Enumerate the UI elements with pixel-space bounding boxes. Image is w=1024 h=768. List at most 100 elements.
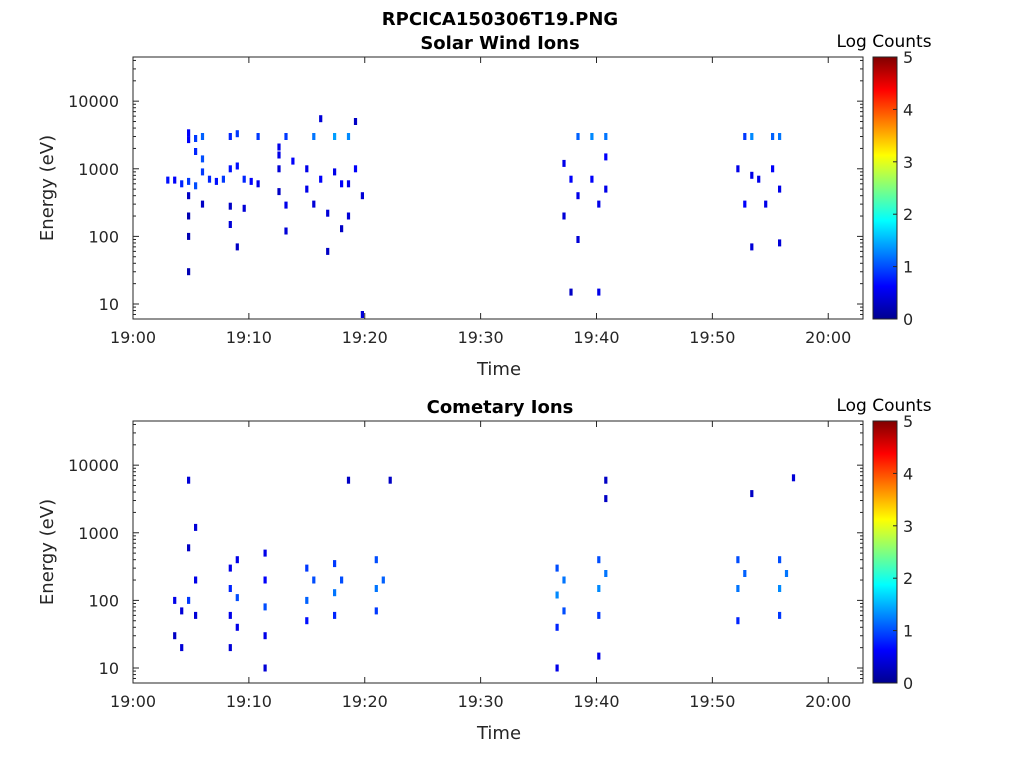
x-tick-label: 19:20 — [342, 692, 388, 711]
colorbar-tick-label: 4 — [903, 100, 913, 119]
heatmap-cell — [771, 133, 775, 140]
heatmap-cell — [778, 133, 782, 140]
heatmap-cell — [576, 192, 580, 200]
heatmap-cell — [597, 611, 601, 619]
heatmap-cell — [194, 611, 198, 619]
heatmap-cell — [256, 180, 260, 188]
heatmap-cell — [312, 576, 316, 584]
cometary-panel: Cometary Ions 19:00 19:10 19:20 19:30 19:40 1… — [37, 396, 932, 744]
colorbar-tick-label: 5 — [903, 412, 913, 431]
heatmap-cell — [187, 192, 191, 200]
heatmap-cell — [374, 556, 378, 564]
colorbar-tick-label: 0 — [903, 310, 913, 329]
heatmap-cell — [771, 165, 775, 173]
x-tick-label: 19:20 — [342, 328, 388, 347]
heatmap-cell — [194, 148, 198, 155]
heatmap-cell — [249, 177, 253, 185]
heatmap-cell — [597, 288, 601, 296]
y-axis: 10 100 1000 10000 — [68, 423, 863, 684]
heatmap-cell — [263, 632, 267, 640]
heatmap-cell — [353, 165, 358, 173]
colorbar-tick-label: 5 — [903, 48, 913, 67]
heatmap-cell — [569, 288, 573, 296]
heatmap-cell — [200, 133, 205, 140]
heatmap-cell — [778, 239, 782, 247]
heatmap-cell — [374, 585, 378, 592]
heatmap-cell — [562, 607, 566, 615]
heatmap-cell — [778, 556, 782, 564]
colorbar — [872, 420, 898, 684]
colorbar-label: Log Counts — [836, 396, 931, 416]
heatmap-cell — [388, 476, 392, 484]
heatmap-cell — [326, 209, 330, 217]
heatmap-cell — [340, 576, 344, 584]
heatmap-cell — [173, 176, 177, 184]
x-axis-label: Time — [476, 359, 521, 380]
heatmap-cell — [604, 476, 608, 484]
colorbar — [872, 56, 898, 320]
heatmap-cell — [284, 201, 288, 209]
heatmap-cell — [562, 576, 566, 584]
heatmap-cell — [604, 185, 608, 193]
panel-title: Cometary Ions — [427, 397, 574, 418]
x-tick-label: 19:10 — [226, 328, 272, 347]
heatmap-cell — [360, 311, 364, 318]
heatmap-cell — [214, 177, 218, 185]
plot-area — [132, 420, 864, 684]
heatmap-cell — [187, 544, 191, 552]
figure-title: RPCICA150306T19.PNG — [382, 9, 618, 30]
heatmap-cell — [326, 247, 330, 255]
heatmap-cell — [750, 133, 754, 140]
heatmap-cell — [333, 168, 337, 176]
heatmap-cell — [569, 175, 573, 183]
heatmap-cell — [228, 585, 232, 592]
heatmap-cell — [562, 212, 566, 220]
x-tick-label: 19:40 — [573, 692, 619, 711]
heatmap-cell — [374, 607, 378, 615]
heatmap-cell — [187, 596, 191, 604]
heatmap-cell — [228, 221, 232, 228]
heatmap-cell — [263, 576, 267, 584]
y-axis-label: Energy (eV) — [37, 499, 58, 605]
heatmap-cell — [778, 611, 782, 619]
x-tick-label: 19:50 — [689, 692, 735, 711]
heatmap-cell — [333, 133, 337, 140]
heatmap-cell — [736, 585, 740, 592]
heatmap-cell — [277, 188, 281, 196]
heatmap-cell — [235, 243, 239, 251]
colorbar-tick-label: 1 — [903, 622, 913, 641]
heatmap-cells — [173, 474, 796, 672]
y-axis: 10 100 1000 10000 — [68, 59, 863, 320]
heatmap-cell — [263, 549, 267, 557]
x-axis: 19:00 19:10 19:20 19:30 19:40 19:50 20:00 — [110, 57, 851, 347]
heatmap-cell — [778, 585, 782, 592]
heatmap-cell — [340, 180, 344, 188]
heatmap-cell — [228, 644, 232, 652]
y-tick-label: 1000 — [78, 524, 119, 543]
heatmap-cell — [750, 243, 754, 251]
colorbar-label: Log Counts — [836, 32, 931, 52]
heatmap-cell — [604, 133, 608, 140]
heatmap-cell — [187, 268, 191, 276]
heatmap-cell — [576, 133, 580, 140]
colorbar-tick-label: 3 — [903, 517, 913, 536]
heatmap-cell — [346, 476, 351, 484]
x-tick-label: 20:00 — [805, 328, 851, 347]
heatmap-cell — [277, 165, 281, 173]
x-tick-label: 19:30 — [458, 692, 504, 711]
heatmap-cell — [312, 200, 316, 208]
heatmap-cell — [312, 133, 316, 140]
heatmap-cell — [187, 129, 191, 137]
x-tick-label: 20:00 — [805, 692, 851, 711]
heatmap-cell — [555, 591, 559, 599]
heatmap-cell — [576, 236, 580, 243]
heatmap-cell — [791, 474, 796, 482]
heatmap-cell — [750, 171, 754, 179]
heatmap-cell — [200, 155, 205, 163]
heatmap-cell — [319, 175, 323, 183]
heatmap-cell — [757, 175, 761, 183]
heatmap-cell — [736, 165, 740, 173]
heatmap-cell — [187, 212, 191, 220]
heatmap-cell — [736, 556, 740, 564]
